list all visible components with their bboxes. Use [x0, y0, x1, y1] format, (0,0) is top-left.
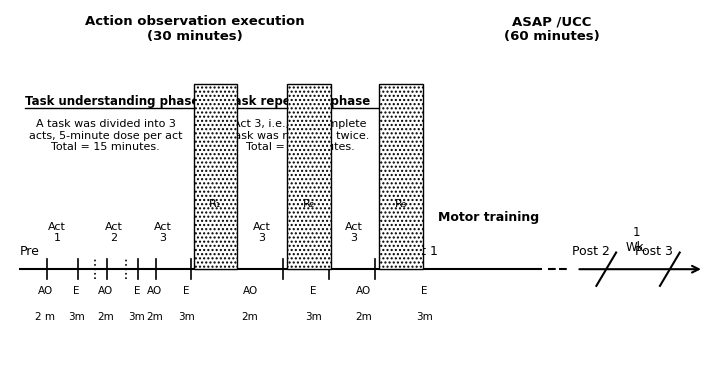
Text: E: E — [73, 286, 79, 296]
Text: AO: AO — [242, 286, 257, 296]
Text: AO: AO — [147, 286, 162, 296]
Text: Post 3: Post 3 — [636, 245, 674, 258]
Text: Post 2: Post 2 — [572, 245, 610, 258]
Text: AO: AO — [37, 286, 53, 296]
Text: Post 1: Post 1 — [400, 245, 438, 258]
Text: 2m: 2m — [242, 312, 258, 322]
Text: Pre: Pre — [20, 245, 39, 258]
Text: 2m: 2m — [355, 312, 372, 322]
Text: Task repetition phase: Task repetition phase — [227, 95, 370, 108]
Text: Act 3, i.e., the complete
task was repeated twice.
Total = 10 minutes.: Act 3, i.e., the complete task was repea… — [230, 119, 370, 152]
Text: E: E — [134, 286, 140, 296]
Text: ASAP /UCC
(60 minutes): ASAP /UCC (60 minutes) — [504, 15, 600, 43]
Text: 3m: 3m — [178, 312, 195, 322]
Bar — [287, 84, 330, 269]
Text: R₁: R₁ — [209, 199, 222, 209]
Text: R₂: R₂ — [302, 199, 315, 209]
Text: Act
3: Act 3 — [154, 222, 172, 243]
Text: 1
Wk.: 1 Wk. — [626, 226, 648, 254]
Text: Motor training: Motor training — [438, 211, 539, 224]
Text: 2 m: 2 m — [35, 312, 55, 322]
Text: Task understanding phase: Task understanding phase — [25, 95, 199, 108]
Text: 3m: 3m — [68, 312, 84, 322]
Text: Act
1: Act 1 — [48, 222, 66, 243]
Text: E: E — [421, 286, 428, 296]
Text: Action observation execution
(30 minutes): Action observation execution (30 minutes… — [85, 15, 305, 43]
Text: 2m: 2m — [97, 312, 114, 322]
Text: A task was divided into 3
acts, 5-minute dose per act
Total = 15 minutes.: A task was divided into 3 acts, 5-minute… — [29, 119, 182, 152]
Text: E: E — [310, 286, 317, 296]
Text: AO: AO — [97, 286, 113, 296]
Text: Act
3: Act 3 — [253, 222, 271, 243]
Text: AO: AO — [355, 286, 371, 296]
Text: 3m: 3m — [305, 312, 322, 322]
Text: 3m: 3m — [416, 312, 433, 322]
Text: Act
3: Act 3 — [345, 222, 363, 243]
Text: R₃: R₃ — [395, 199, 407, 209]
Bar — [194, 84, 237, 269]
Text: Act
2: Act 2 — [105, 222, 123, 243]
Text: E: E — [183, 286, 189, 296]
Bar — [379, 84, 423, 269]
Text: 3m: 3m — [129, 312, 145, 322]
Text: 2m: 2m — [147, 312, 163, 322]
